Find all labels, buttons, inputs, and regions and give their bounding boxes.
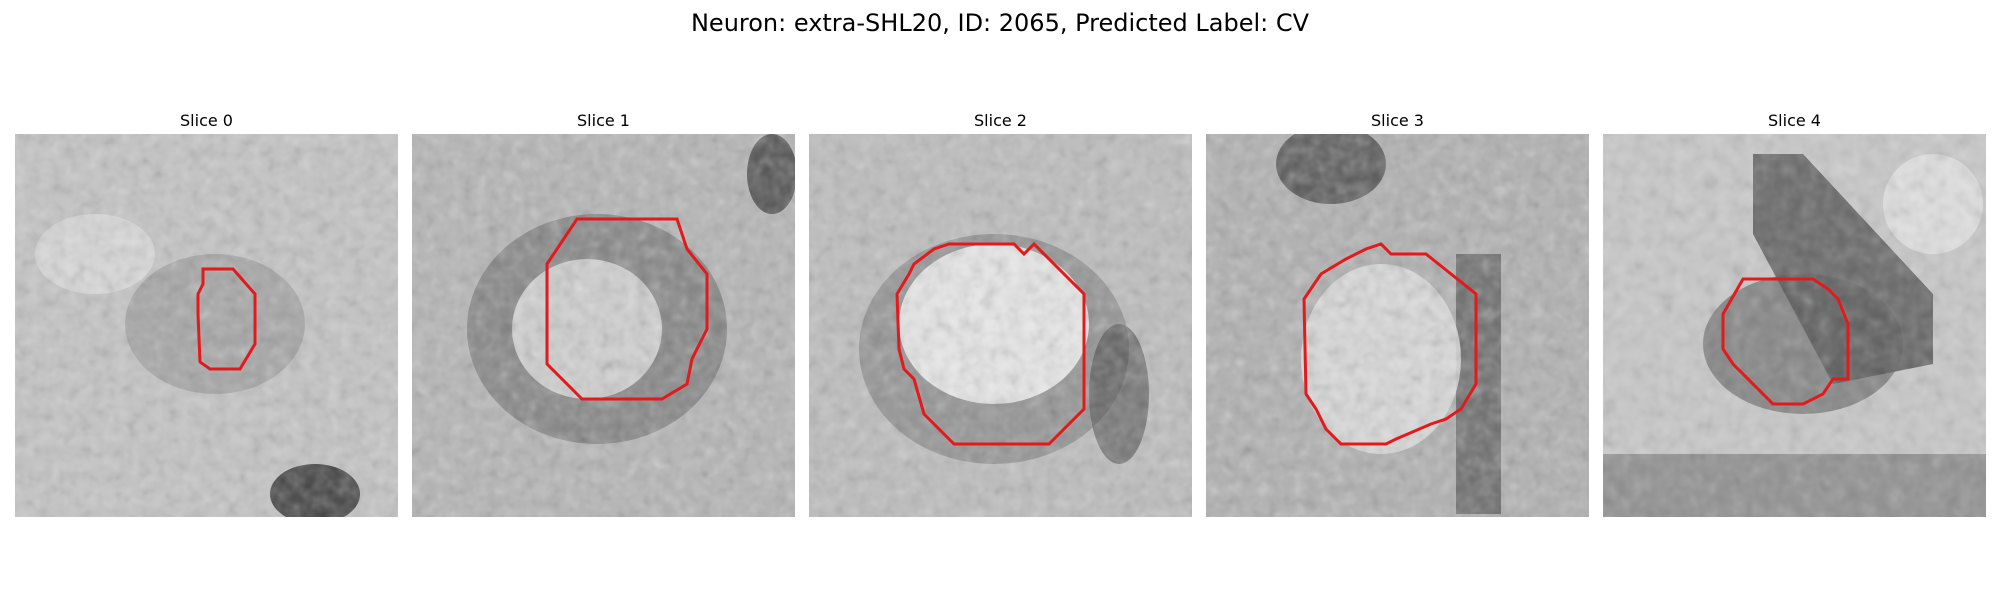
noise-texture [412,134,795,517]
slice-title-3: Slice 3 [1371,111,1424,130]
noise-texture [809,134,1192,517]
noise-texture [15,134,398,517]
slice-image-1 [412,134,795,517]
cell-contour [1302,242,1478,446]
cell-contour [196,267,257,371]
slice-panel-0: Slice 0 [15,108,398,517]
slice-panel-3: Slice 3 [1206,108,1589,517]
slice-title-4: Slice 4 [1768,111,1821,130]
slice-title-1: Slice 1 [577,111,630,130]
cell-contour [545,217,709,401]
cell-contour [1721,277,1850,406]
slice-image-3 [1206,134,1589,517]
slice-panel-1: Slice 1 [412,108,795,517]
slice-panel-4: Slice 4 [1603,108,1986,517]
slice-image-0 [15,134,398,517]
cell-contour [895,241,1086,446]
noise-texture [1206,134,1589,517]
slice-title-0: Slice 0 [180,111,233,130]
slice-panel-2: Slice 2 [809,108,1192,517]
slice-image-4 [1603,134,1986,517]
slice-image-2 [809,134,1192,517]
slice-title-2: Slice 2 [974,111,1027,130]
noise-texture [1603,134,1986,517]
figure-title: Neuron: extra-SHL20, ID: 2065, Predicted… [690,9,1310,37]
